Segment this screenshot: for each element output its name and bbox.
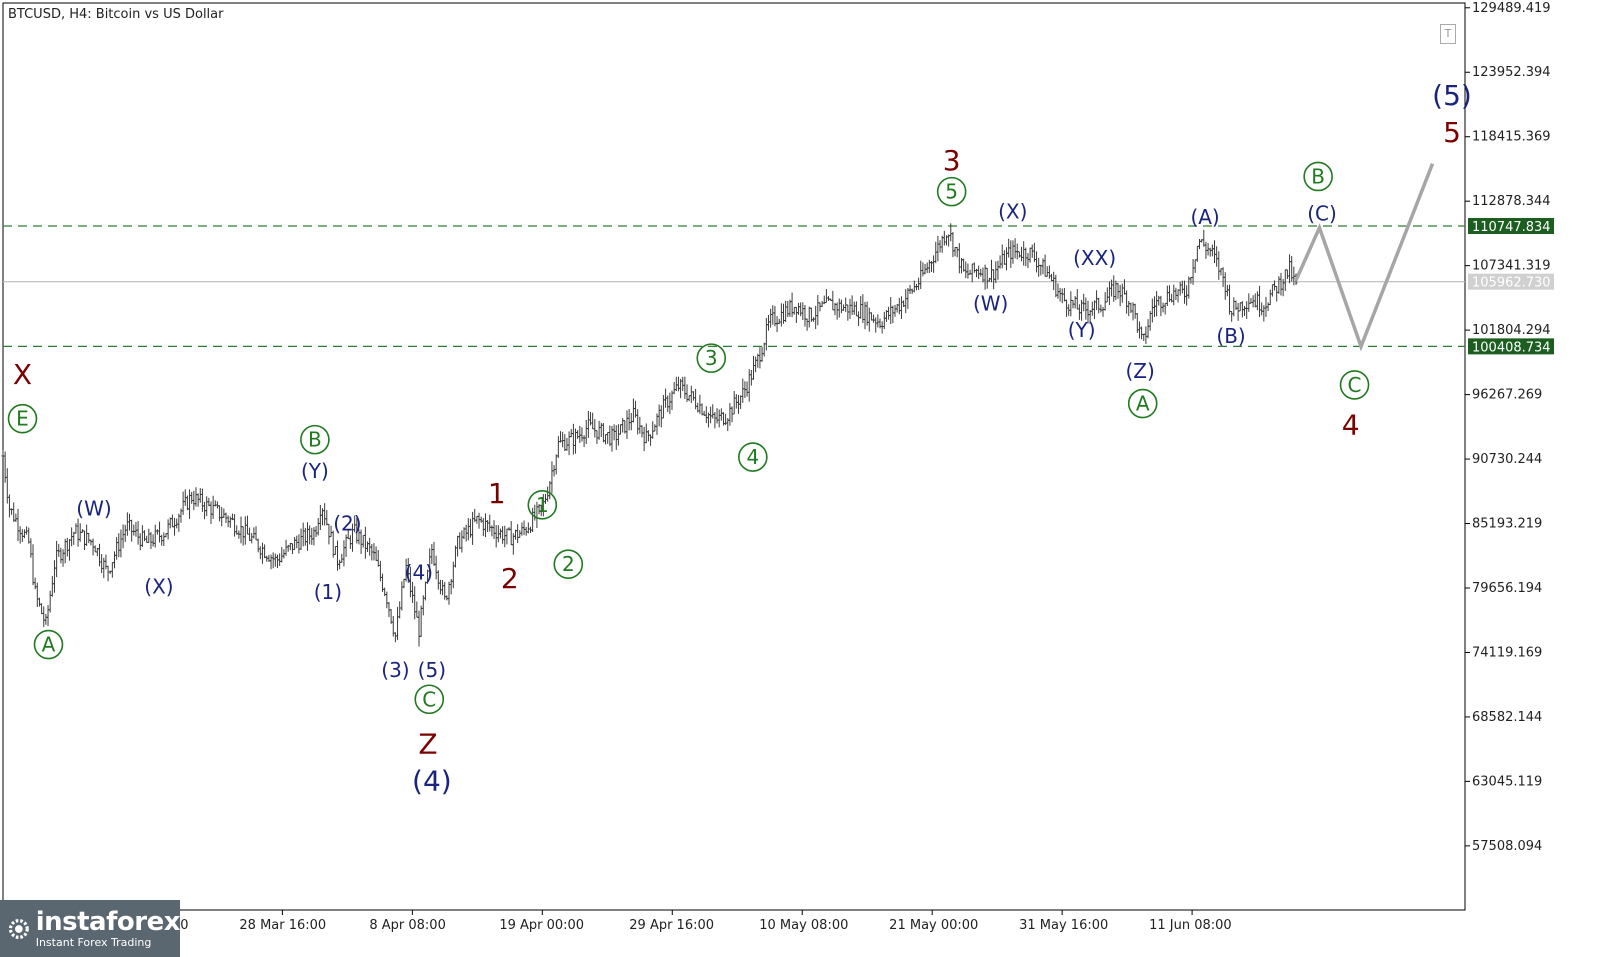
y-tick-label: 90730.244 [1472,452,1542,467]
wave-circle [738,442,768,472]
y-axis: 129489.419 123952.394 118415.369 112878.344… [1465,1,1551,854]
wave-circle [1339,370,1370,400]
wave-label: (5) [1432,79,1472,112]
wave-label: (2) [333,511,361,535]
wave-label: A [42,633,56,657]
y-tick-label: 96267.269 [1472,388,1542,403]
x-tick-label: 10 May 08:00 [759,918,848,933]
logo-subtitle: Instant Forex Trading [35,936,152,949]
x-tick-label: 19 Apr 00:00 [499,918,584,933]
wave-label: B [308,428,322,452]
current-price-label: 105962.730 [1472,276,1551,291]
x-tick-label: 29 Apr 16:00 [629,918,714,933]
wave-label: A [1136,392,1150,416]
wave-label: (5) [418,658,446,682]
wave-circle [1127,388,1158,419]
wave-circle [527,490,558,520]
y-tick-label: 123952.394 [1472,65,1551,80]
wave-label: 2 [562,552,575,576]
wave-label: E [16,407,29,431]
y-tick-label: 118415.369 [1472,130,1551,145]
wave-circle [936,176,967,207]
wave-label: (4) [405,560,433,584]
x-tick-label: 28 Mar 16:00 [239,918,326,933]
wave-label: Z [418,727,437,760]
wave-label: C [422,687,436,711]
price-bars [1,223,1298,647]
y-tick-label: 129489.419 [1472,1,1551,16]
wave-label: 4 [746,445,759,469]
wave-label: 1 [488,477,506,510]
wave-label: (W) [76,496,111,520]
y-tick-label: 85193.219 [1472,517,1542,532]
wave-label: (A) [1190,205,1219,229]
wave-circle [33,629,64,660]
wave-label: 4 [1342,408,1360,441]
y-tick-label: 107341.319 [1472,259,1551,274]
wave-label: B [1311,164,1325,188]
support-price-tag [1468,338,1554,355]
resistance-price-tag [1468,217,1554,234]
wave-labels: XE(W)A(X)B(Y)(2)(1)(4)(3) (5)CZ(4)1212343… [7,79,1472,798]
wave-label: (W) [973,291,1008,315]
wave-label: (Y) [1068,318,1096,342]
wave-circle [300,424,330,455]
x-tick-label: 31 May 16:00 [1019,918,1108,933]
wave-label: X [13,358,32,391]
chart-title: BTCUSD, H4: Bitcoin vs US Dollar [8,7,224,22]
y-tick-label: 63045.119 [1472,774,1542,789]
current-price-tag [1468,273,1554,290]
wave-label: (X) [998,199,1027,223]
text-tool-button[interactable]: T [1440,24,1456,44]
wave-label: (1) [314,580,342,604]
projection-path [1294,163,1435,352]
wave-label: (C) [1307,202,1337,226]
y-tick-label: 79656.194 [1472,581,1542,596]
wave-circle [7,403,38,434]
wave-circle [1303,161,1333,192]
y-tick-label: 112878.344 [1472,194,1551,209]
wave-label: (X) [144,574,173,598]
price-levels: 110747.834 105962.730 100408.734 [3,217,1554,355]
wave-label: (Z) [1125,359,1154,383]
wave-label: 5 [945,180,958,204]
wave-label: 2 [501,562,519,595]
support-price-label: 100408.734 [1472,340,1551,355]
x-tick-label: 11 Jun 08:00 [1149,918,1232,933]
x-tick-label: 8 Apr 08:00 [369,918,446,933]
instaforex-logo: instaforex Instant Forex Trading [0,900,181,957]
forecast-line [1294,163,1435,352]
resistance-price-label: 110747.834 [1472,220,1551,235]
logo-name: instaforex [35,907,181,937]
x-tick-label: 21 May 00:00 [889,918,978,933]
wave-label: (4) [412,765,452,798]
wave-circle [553,549,584,579]
wave-label: 3 [705,346,718,370]
wave-label: 3 [943,144,961,177]
wave-label: 1 [536,493,549,517]
wave-label: (Y) [301,459,329,483]
wave-circle [696,343,727,373]
y-tick-label: 101804.294 [1472,323,1551,338]
y-tick-label: 68582.144 [1472,710,1542,725]
y-tick-label: 57508.094 [1472,839,1542,854]
wave-circle [414,684,445,715]
wave-label: (XX) [1073,246,1116,270]
wave-label: 5 [1443,116,1461,149]
wave-label: (3) [381,658,409,682]
wave-label: C [1348,373,1362,397]
y-tick-label: 74119.169 [1472,645,1542,660]
wave-label: (B) [1216,324,1245,348]
gear-icon [8,918,29,939]
plot-frame [2,2,1466,911]
